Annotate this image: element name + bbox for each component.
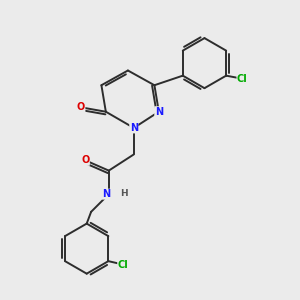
Text: O: O (77, 102, 85, 112)
Text: N: N (130, 123, 138, 133)
Text: O: O (81, 155, 89, 165)
Text: Cl: Cl (237, 74, 248, 84)
Text: N: N (155, 107, 163, 117)
Text: H: H (120, 189, 128, 198)
Text: N: N (102, 189, 110, 199)
Text: Cl: Cl (118, 260, 128, 270)
